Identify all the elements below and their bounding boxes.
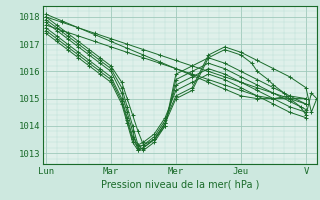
X-axis label: Pression niveau de la mer( hPa ): Pression niveau de la mer( hPa ) — [101, 180, 259, 190]
